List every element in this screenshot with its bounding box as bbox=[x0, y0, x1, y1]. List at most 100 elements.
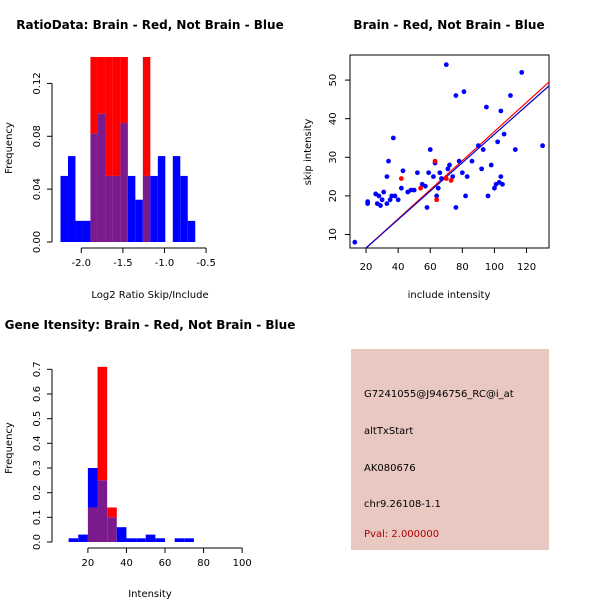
hist2-y-tick-label: 0.1 bbox=[32, 509, 43, 525]
hist1-bar-notbrain bbox=[82, 220, 91, 242]
scatter-point-notbrain bbox=[445, 166, 451, 172]
hist2-bar-notbrain bbox=[116, 527, 127, 542]
scatter-point-notbrain bbox=[500, 181, 505, 187]
scatter-point-notbrain bbox=[395, 197, 401, 203]
hist1-y-tick-label: 0.12 bbox=[32, 72, 43, 94]
hist2-x-tick-label: 80 bbox=[197, 558, 210, 569]
scatter-panel: Brain - Red, Not Brain - Blue 20 40 60 80 10… bbox=[303, 18, 550, 301]
info-probe-id: G7241055@J946756_RC@i_at bbox=[364, 389, 514, 400]
scatter-point-notbrain bbox=[498, 108, 504, 114]
scatter-x-tick-label: 40 bbox=[392, 262, 405, 273]
scatter-y-tick-label: 40 bbox=[328, 112, 339, 125]
hist2-y-tick-label: 0.5 bbox=[32, 411, 43, 427]
scatter-point-notbrain bbox=[390, 135, 396, 141]
hist2-bar-notbrain bbox=[184, 538, 194, 542]
hist1-bar-notbrain bbox=[67, 156, 76, 242]
hist1-bar-notbrain bbox=[172, 156, 181, 242]
scatter-point-notbrain bbox=[498, 174, 504, 179]
hist2-title: Gene Itensity: Brain - Red, Not Brain - … bbox=[5, 318, 296, 332]
hist1-x-tick-label: -1.5 bbox=[113, 258, 133, 269]
scatter-point-notbrain bbox=[423, 183, 428, 189]
scatter-point-notbrain bbox=[453, 93, 459, 98]
scatter-point-notbrain bbox=[456, 158, 462, 164]
scatter-point-notbrain bbox=[463, 193, 468, 199]
hist2-x-ticks: 20 40 60 80 100 bbox=[82, 548, 252, 569]
scatter-point-notbrain bbox=[398, 185, 404, 191]
hist1-bar-overlap bbox=[105, 175, 113, 242]
scatter-y-tick-label: 50 bbox=[328, 74, 339, 87]
hist2-y-label: Frequency bbox=[4, 422, 15, 474]
scatter-point-notbrain bbox=[488, 162, 494, 168]
scatter-point-notbrain bbox=[434, 193, 440, 199]
hist1-bar-notbrain bbox=[127, 175, 136, 242]
scatter-point-brain bbox=[443, 176, 449, 181]
scatter-y-tick-label: 10 bbox=[328, 228, 339, 241]
scatter-point-notbrain bbox=[443, 62, 449, 68]
hist1-bar-overlap bbox=[120, 123, 128, 242]
hist2-x-tick-label: 20 bbox=[82, 558, 95, 569]
hist2-y-tick-label: 0.4 bbox=[32, 435, 43, 451]
hist1-bar-notbrain bbox=[135, 199, 143, 242]
hist1-x-ticks: -2.0 -1.5 -1.0 -0.5 bbox=[72, 248, 216, 269]
scatter-point-notbrain bbox=[501, 131, 507, 137]
hist1-bar-notbrain bbox=[60, 175, 68, 242]
hist1-bar-brain bbox=[105, 57, 113, 176]
hist2-bar-notbrain bbox=[68, 538, 79, 542]
info-locus: chr9.26108-1.1 bbox=[364, 499, 441, 510]
hist2-bar-brain bbox=[97, 366, 108, 481]
scatter-point-notbrain bbox=[464, 174, 470, 179]
scatter-point-notbrain bbox=[411, 187, 417, 193]
scatter-plot-box bbox=[349, 54, 550, 249]
scatter-point-notbrain bbox=[447, 162, 452, 168]
scatter-point-notbrain bbox=[495, 139, 501, 145]
scatter-point-brain bbox=[418, 185, 424, 191]
scatter-y-label: skip intensity bbox=[303, 119, 314, 186]
hist2-y-tick-label: 0.2 bbox=[32, 485, 43, 501]
hist2-bar-overlap bbox=[107, 517, 117, 542]
scatter-point-notbrain bbox=[379, 197, 385, 203]
scatter-x-tick-label: 120 bbox=[517, 262, 536, 273]
scatter-point-notbrain bbox=[435, 185, 441, 191]
scatter-point-notbrain bbox=[475, 143, 481, 149]
info-event-type: altTxStart bbox=[364, 426, 413, 437]
hist2-bar-brain bbox=[107, 507, 117, 518]
hist2-bar-notbrain bbox=[87, 468, 98, 508]
hist1-bar-notbrain bbox=[150, 175, 158, 242]
scatter-point-notbrain bbox=[540, 143, 545, 149]
hist1-bar-notbrain bbox=[187, 220, 196, 242]
hist2-bar-notbrain bbox=[155, 538, 166, 542]
scatter-point-brain bbox=[448, 178, 454, 183]
hist1-bar-brain bbox=[120, 57, 128, 124]
scatter-x-tick-label: 20 bbox=[360, 262, 373, 273]
hist1-y-tick-label: 0.04 bbox=[32, 178, 43, 200]
scatter-point-brain bbox=[434, 197, 440, 203]
hist2-y-tick-label: 0.6 bbox=[32, 386, 43, 402]
scatter-point-notbrain bbox=[484, 104, 489, 110]
hist1-bar-overlap bbox=[97, 113, 106, 242]
hist2-bar-overlap bbox=[87, 507, 98, 542]
scatter-point-notbrain bbox=[485, 193, 491, 199]
hist2-bar-notbrain bbox=[136, 538, 146, 542]
scatter-points bbox=[352, 62, 545, 245]
hist1-x-tick-label: -2.0 bbox=[72, 258, 92, 269]
scatter-point-notbrain bbox=[508, 93, 513, 98]
hist1-bar-brain bbox=[112, 57, 121, 176]
hist2-y-tick-label: 0.0 bbox=[32, 534, 43, 550]
scatter-x-tick-label: 100 bbox=[485, 262, 504, 273]
hist2-bar-notbrain bbox=[174, 538, 185, 542]
hist1-bar-brain bbox=[97, 57, 106, 114]
scatter-point-notbrain bbox=[384, 201, 390, 207]
hist1-x-label: Log2 Ratio Skip/Include bbox=[91, 290, 208, 301]
scatter-x-label: include intensity bbox=[408, 290, 491, 301]
scatter-point-notbrain bbox=[439, 176, 444, 181]
hist1-bar-overlap bbox=[90, 133, 98, 242]
hist1-x-tick-label: -0.5 bbox=[196, 258, 216, 269]
scatter-point-notbrain bbox=[469, 158, 475, 164]
hist1-bars bbox=[60, 57, 196, 242]
scatter-point-notbrain bbox=[378, 203, 383, 208]
hist2-y-tick-label: 0.7 bbox=[32, 361, 43, 377]
hist2-bar-notbrain bbox=[78, 534, 88, 542]
scatter-fit-line-blue bbox=[365, 85, 550, 249]
info-background bbox=[351, 349, 549, 550]
scatter-y-ticks: 10 20 30 40 50 bbox=[328, 74, 350, 241]
